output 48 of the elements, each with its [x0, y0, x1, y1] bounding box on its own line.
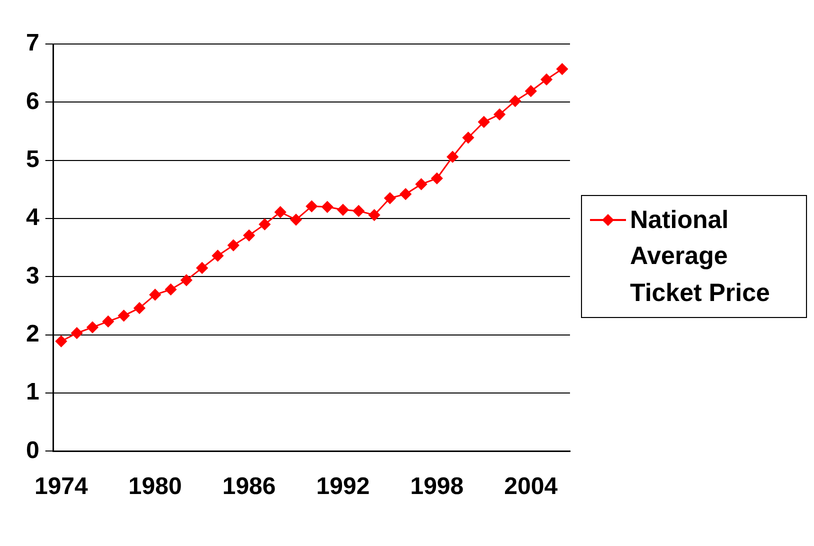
- x-tick-label: 1992: [316, 473, 370, 500]
- point: [337, 204, 349, 216]
- y-tick-label: 0: [26, 436, 40, 464]
- point: [258, 218, 270, 230]
- point: [525, 85, 537, 97]
- point: [494, 108, 506, 120]
- legend-label: National Average Ticket Price: [630, 205, 771, 308]
- point: [478, 116, 490, 128]
- point: [102, 316, 114, 328]
- point: [400, 188, 412, 200]
- point: [368, 209, 380, 221]
- point: [431, 172, 443, 184]
- point: [290, 214, 302, 226]
- x-tick-label: 2004: [504, 473, 558, 500]
- point: [556, 63, 568, 75]
- point: [180, 274, 192, 286]
- y-tick-label: 7: [26, 30, 40, 57]
- point: [55, 336, 67, 348]
- point: [118, 310, 130, 322]
- y-tick-label: 1: [26, 378, 40, 406]
- y-tick-label: 4: [26, 204, 40, 232]
- point: [212, 250, 224, 262]
- point: [165, 284, 177, 296]
- point: [228, 240, 240, 252]
- y-tick-label: 6: [26, 88, 40, 115]
- point: [352, 205, 364, 217]
- x-tick-label: 1974: [34, 473, 89, 500]
- point: [462, 132, 474, 144]
- point: [71, 327, 83, 339]
- point: [446, 151, 458, 163]
- point: [540, 74, 552, 86]
- point: [384, 192, 396, 204]
- y-tick-label: 2: [26, 320, 40, 348]
- point: [306, 200, 318, 212]
- point: [243, 230, 255, 242]
- x-tick-label: 1986: [222, 473, 276, 500]
- y-tick-label: 3: [26, 262, 40, 290]
- y-tick-label: 5: [26, 146, 40, 173]
- point: [134, 302, 146, 314]
- point: [274, 206, 286, 218]
- point: [196, 262, 208, 274]
- x-tick-label: 1998: [410, 473, 464, 500]
- x-tick-label: 1980: [128, 473, 182, 500]
- point: [509, 95, 521, 107]
- point: [149, 288, 161, 300]
- point: [416, 178, 428, 190]
- point: [322, 201, 334, 213]
- point: [86, 322, 98, 334]
